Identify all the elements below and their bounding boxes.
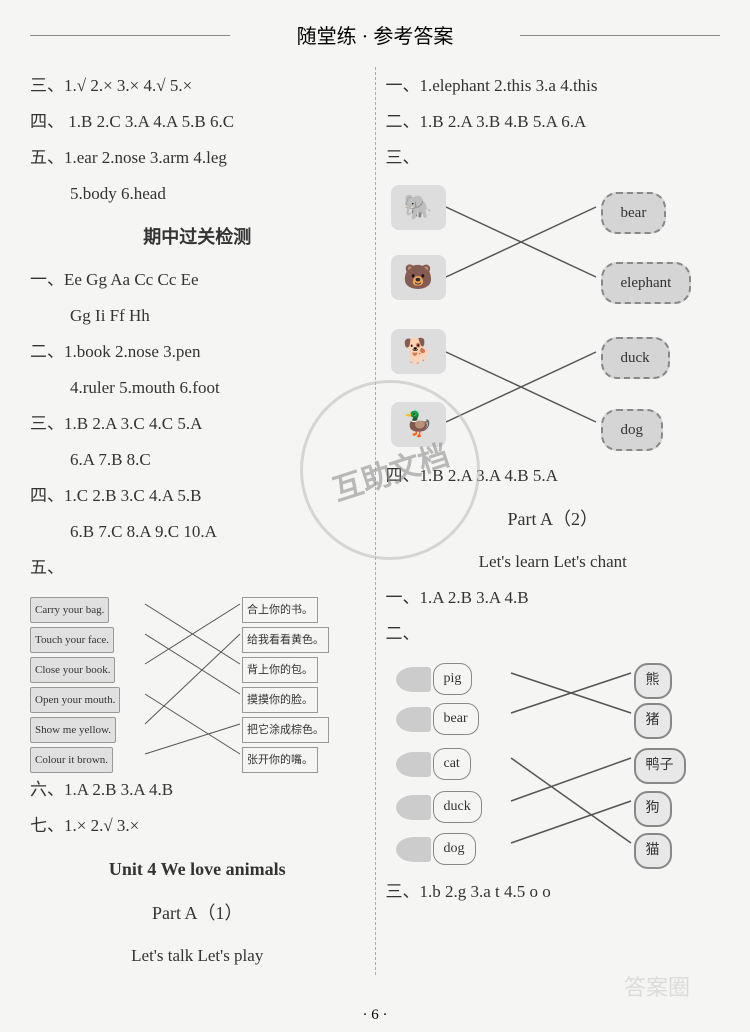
dog-icon: 🐕	[391, 329, 446, 374]
match-item: Close your book.	[30, 657, 115, 683]
answer-line: 二、1.B 2.A 3.B 4.B 5.A 6.A	[386, 105, 721, 139]
match-item: 给我看看黄色。	[242, 627, 329, 653]
answer-line: 五、1.ear 2.nose 3.arm 4.leg	[30, 141, 365, 175]
matching-exercise: Carry your bag. Touch your face. Close y…	[30, 589, 365, 769]
answer-line: 三、1.b 2.g 3.a t 4.5 o o	[386, 875, 721, 909]
match-item: 把它涂成棕色。	[242, 717, 329, 743]
answer-line: 6.B 7.C 8.A 9.C 10.A	[30, 515, 365, 549]
fish-item: duck	[396, 791, 482, 823]
fish-matching: pig bear cat duck dog 熊 猪 鸭子 狗 猫	[386, 653, 721, 873]
answer-line: 三、	[386, 141, 721, 175]
match-item: 张开你的嘴。	[242, 747, 318, 773]
answer-line: 四、1.C 2.B 3.C 4.A 5.B	[30, 479, 365, 513]
answer-line: 四、1.B 2.A 3.A 4.B 5.A	[386, 459, 721, 493]
answer-line: 一、1.A 2.B 3.A 4.B	[386, 581, 721, 615]
animal-matching: 🐘 🐻 🐕 🦆 bear elephant duck dog	[386, 177, 721, 457]
fish-item: bear	[396, 703, 479, 735]
page-number: · 6 ·	[363, 1007, 388, 1024]
answer-line: 4.ruler 5.mouth 6.foot	[30, 371, 365, 405]
duck-icon: 🦆	[391, 402, 446, 447]
cn-label: 鸭子	[634, 748, 686, 784]
fish-label: dog	[433, 833, 476, 865]
match-item: 背上你的包。	[242, 657, 318, 683]
answer-line: 二、	[386, 617, 721, 651]
match-item: Open your mouth.	[30, 687, 120, 713]
answer-line: 五、	[30, 551, 365, 585]
fish-icon	[396, 795, 431, 820]
answer-line: Gg Ii Ff Hh	[30, 299, 365, 333]
match-item: Colour it brown.	[30, 747, 113, 773]
match-item: Carry your bag.	[30, 597, 109, 623]
cn-label: 猫	[634, 833, 672, 869]
fish-icon	[396, 707, 431, 732]
section-title-midterm: 期中过关检测	[30, 219, 365, 255]
answer-line: 三、1.√ 2.× 3.× 4.√ 5.×	[30, 69, 365, 103]
match-item: Show me yellow.	[30, 717, 116, 743]
page-header: 随堂练 · 参考答案	[30, 20, 720, 49]
section-subtitle: Part A（1）	[30, 895, 365, 931]
answer-line: 一、Ee Gg Aa Cc Cc Ee	[30, 263, 365, 297]
section-subtitle: Let's learn Let's chant	[386, 545, 721, 579]
cn-label: 猪	[634, 703, 672, 739]
fish-label: cat	[433, 748, 471, 780]
answer-line: 二、1.book 2.nose 3.pen	[30, 335, 365, 369]
answer-line: 一、1.elephant 2.this 3.a 4.this	[386, 69, 721, 103]
fish-label: pig	[433, 663, 473, 695]
answer-line: 5.body 6.head	[30, 177, 365, 211]
answer-line: 三、1.B 2.A 3.C 4.C 5.A	[30, 407, 365, 441]
cn-label: 狗	[634, 791, 672, 827]
fish-label: duck	[433, 791, 482, 823]
section-title-unit4: Unit 4 We love animals	[30, 851, 365, 887]
animal-label: duck	[601, 337, 670, 379]
fish-item: pig	[396, 663, 473, 695]
fish-item: dog	[396, 833, 476, 865]
answer-line: 四、 1.B 2.C 3.A 4.A 5.B 6.C	[30, 105, 365, 139]
section-subtitle: Let's talk Let's play	[30, 939, 365, 973]
section-subtitle: Part A（2）	[386, 501, 721, 537]
cn-label: 熊	[634, 663, 672, 699]
fish-icon	[396, 667, 431, 692]
right-column: 一、1.elephant 2.this 3.a 4.this 二、1.B 2.A…	[386, 67, 721, 975]
bear-icon: 🐻	[391, 255, 446, 300]
fish-label: bear	[433, 703, 479, 735]
answer-line: 6.A 7.B 8.C	[30, 443, 365, 477]
animal-label: bear	[601, 192, 667, 234]
fish-icon	[396, 837, 431, 862]
animal-label: dog	[601, 409, 664, 451]
match-item: 合上你的书。	[242, 597, 318, 623]
match-item: Touch your face.	[30, 627, 114, 653]
match-item: 摸摸你的脸。	[242, 687, 318, 713]
elephant-icon: 🐘	[391, 185, 446, 230]
fish-item: cat	[396, 748, 471, 780]
answer-line: 七、1.× 2.√ 3.×	[30, 809, 365, 843]
fish-icon	[396, 752, 431, 777]
answer-line: 六、1.A 2.B 3.A 4.B	[30, 773, 365, 807]
animal-label: elephant	[601, 262, 692, 304]
left-column: 三、1.√ 2.× 3.× 4.√ 5.× 四、 1.B 2.C 3.A 4.A…	[30, 67, 376, 975]
